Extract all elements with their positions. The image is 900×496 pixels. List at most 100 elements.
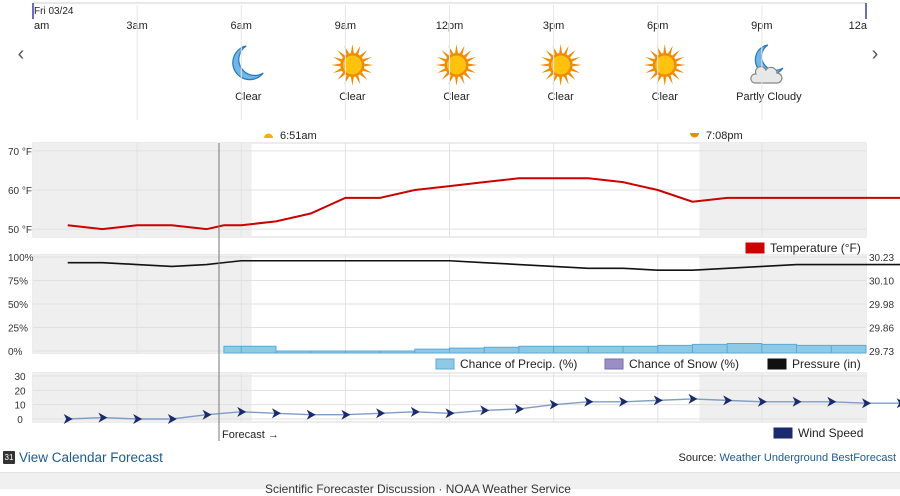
sun-ray <box>667 45 673 55</box>
sun-ray <box>649 72 658 80</box>
sun-ray <box>459 75 465 85</box>
legend-item: Chance of Precip. (%) <box>435 357 577 371</box>
time-tick-label: am <box>34 20 49 32</box>
wind-arrow <box>862 398 871 409</box>
sun-ray <box>362 68 372 74</box>
time-tick-label: 12a <box>849 20 868 32</box>
condition-item: Clear <box>232 45 264 103</box>
condition-label: Clear <box>652 91 679 103</box>
sun-ray <box>468 63 478 67</box>
sun-ray <box>541 56 551 62</box>
sun-ray <box>350 76 354 86</box>
temperature-chart: 70 °F 60 °F 50 °F <box>8 147 900 236</box>
sun-ray <box>676 63 686 67</box>
pressure-tick-label: 29.73 <box>869 347 894 358</box>
sun-ray <box>359 72 368 80</box>
sun-ray <box>355 75 361 85</box>
wind-arrow <box>723 395 733 406</box>
wind-arrow <box>202 409 212 420</box>
sun-ray <box>437 68 447 74</box>
sun-ray <box>455 44 458 54</box>
sun-ray <box>539 63 549 67</box>
sun-ray <box>437 56 447 62</box>
sun-ray <box>541 68 551 74</box>
sun-ray <box>675 56 685 62</box>
sun-ray <box>441 72 450 80</box>
sun-ray <box>563 75 569 85</box>
forecast-graph: Fri 03/24 am 3am 6am 9am 12pm 3pm 6pm 9pm 12a Cl… <box>8 2 900 441</box>
wind-chart: 30 20 10 0 <box>14 372 900 426</box>
sun-ray <box>332 68 342 74</box>
sun-ray <box>359 50 368 58</box>
condition-label: Clear <box>235 91 262 103</box>
condition-label: Clear <box>443 91 470 103</box>
sun-ray <box>663 76 667 86</box>
condition-item: Clear <box>331 44 374 103</box>
wind-arrow <box>63 414 73 424</box>
precip-pressure-chart: 100% 30.23 75% 30.10 50% 29.98 25% 29.86 0% 29.73 <box>8 253 900 358</box>
sun-ray <box>364 63 374 67</box>
sun-ray <box>568 72 576 80</box>
calendar-forecast-link[interactable]: 31 View Calendar Forecast <box>3 450 163 465</box>
precip-tick-label: 50% <box>8 300 28 311</box>
wind-arrow <box>792 396 802 407</box>
calendar-icon: 31 <box>3 451 15 464</box>
sun-ray <box>649 50 658 58</box>
sun-ray <box>672 72 680 80</box>
sun-ray <box>559 76 563 86</box>
sun-ray <box>667 75 673 85</box>
precip-tick-label: 0% <box>8 347 23 358</box>
wind-arrow <box>549 399 559 410</box>
wind-tick-label: 10 <box>14 401 26 412</box>
wind-arrow <box>133 414 143 424</box>
temp-tick-label: 70 °F <box>8 147 32 158</box>
sun-ray <box>672 50 680 58</box>
next-day-arrow[interactable]: › <box>871 43 879 65</box>
wind-tick-label: 30 <box>14 372 26 383</box>
legend-swatch <box>604 358 624 370</box>
calendar-link-text: View Calendar Forecast <box>19 450 163 465</box>
wind-arrow <box>619 396 629 407</box>
sun-ray <box>459 45 465 55</box>
wind-arrow <box>341 409 351 420</box>
legend-item: Pressure (in) <box>767 357 861 371</box>
source-link[interactable]: Weather Underground BestForecast <box>719 452 897 464</box>
cloud-shape <box>750 66 783 84</box>
wind-arrow <box>98 412 108 423</box>
sun-ray <box>331 63 341 67</box>
pressure-line <box>67 259 900 271</box>
sun-ray <box>571 56 581 62</box>
sun-ray <box>645 56 655 62</box>
source-label: Source: <box>678 452 717 464</box>
forecast-label: Forecast → <box>222 429 279 441</box>
sun-ray <box>572 63 582 67</box>
wind-arrow <box>410 406 420 417</box>
wind-arrow <box>271 408 281 419</box>
wind-arrow <box>827 396 837 407</box>
legend-swatch <box>745 242 765 254</box>
sunset-time: 7:08pm <box>706 130 743 142</box>
sun-ray <box>355 45 361 55</box>
precip-area <box>223 342 867 354</box>
wind-arrow <box>480 405 490 416</box>
sun-ray <box>337 72 345 80</box>
temp-tick-label: 50 °F <box>8 225 32 236</box>
wind-tick-label: 0 <box>17 415 23 426</box>
condition-item: Clear <box>435 44 478 103</box>
sun-ray <box>559 44 563 54</box>
pressure-tick-label: 30.10 <box>869 277 894 288</box>
chart-legends: Temperature (°F) Chance of Precip. (%) Cha… <box>435 241 863 440</box>
legend-label: Chance of Snow (%) <box>629 357 739 371</box>
pressure-tick-label: 30.23 <box>869 253 894 264</box>
legend-swatch <box>767 358 787 370</box>
wind-arrow <box>376 408 386 419</box>
sun-ray <box>675 68 685 74</box>
wind-arrow <box>584 396 594 407</box>
partly-cloudy-night-icon <box>750 44 784 84</box>
sun-core <box>342 55 362 75</box>
night-shade <box>699 373 866 422</box>
previous-day-arrow[interactable]: ‹ <box>17 43 25 65</box>
sun-ray <box>362 56 372 62</box>
bottom-strip <box>0 472 900 489</box>
precip-tick-label: 25% <box>8 324 28 335</box>
